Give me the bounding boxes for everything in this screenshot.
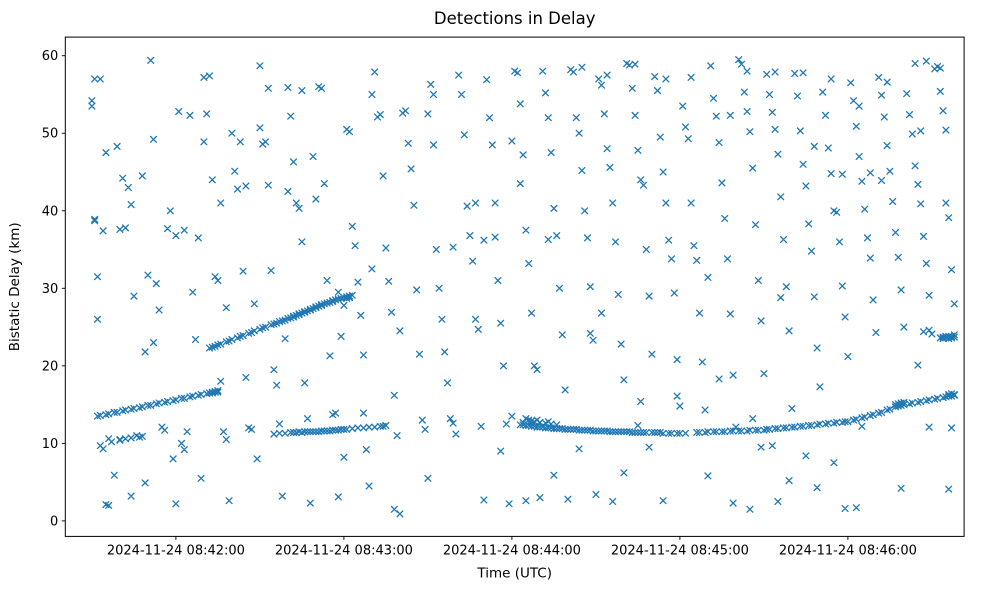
y-tick-label: 20 — [42, 359, 59, 374]
x-tick-label: 2024-11-24 08:45:00 — [611, 543, 749, 558]
scatter-points — [88, 56, 958, 518]
y-tick-label: 50 — [42, 127, 59, 142]
y-tick-label: 10 — [42, 437, 59, 452]
y-tick-label: 40 — [42, 204, 59, 219]
y-tick-label: 30 — [42, 282, 59, 297]
x-tick-label: 2024-11-24 08:46:00 — [779, 543, 917, 558]
x-axis-label: Time (UTC) — [476, 566, 552, 582]
chart-title: Detections in Delay — [434, 9, 596, 28]
x-tick-label: 2024-11-24 08:44:00 — [443, 543, 581, 558]
scatter-series — [88, 56, 958, 518]
x-tick-label: 2024-11-24 08:43:00 — [275, 543, 413, 558]
axes-layer: 0 10 20 30 40 50 60 2024-11-24 08:42:00 2024-11-… — [42, 36, 965, 558]
y-axis-label: Bistatic Delay (km) — [7, 222, 23, 351]
y-tick-label: 60 — [42, 49, 59, 64]
plot-frame — [64, 36, 965, 537]
y-tick-label: 0 — [50, 514, 58, 529]
x-tick-label: 2024-11-24 08:42:00 — [107, 543, 245, 558]
